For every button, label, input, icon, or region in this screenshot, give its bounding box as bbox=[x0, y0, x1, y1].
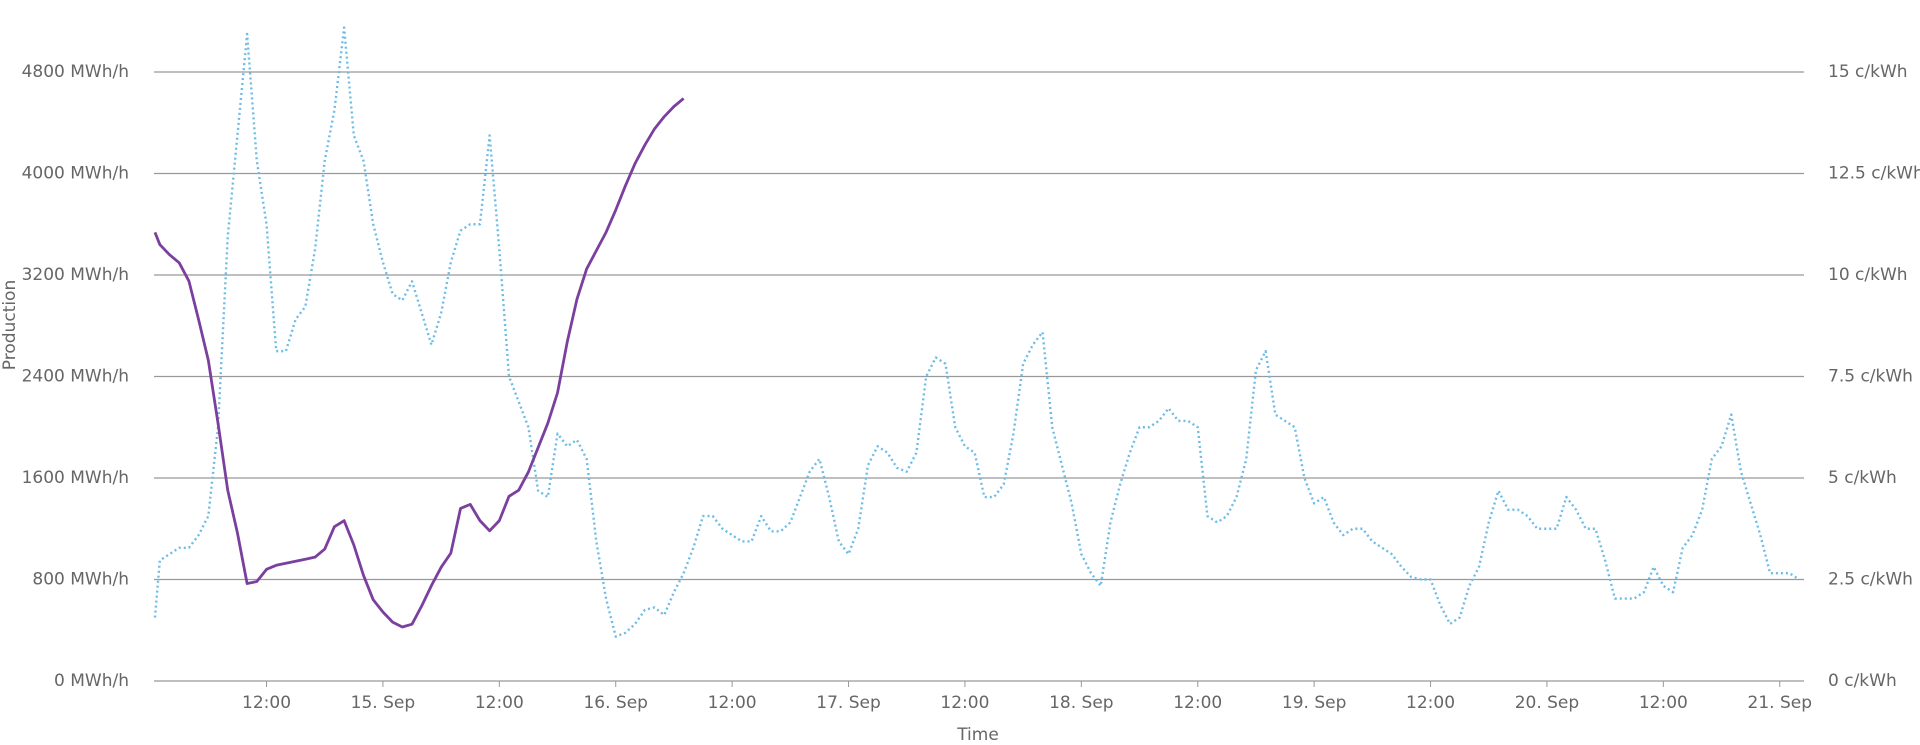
x-tick-label: 12:00 bbox=[1639, 693, 1688, 713]
y2-tick-label: 12.5 c/kWh bbox=[1828, 164, 1920, 184]
x-tick-label: 12:00 bbox=[708, 693, 757, 713]
x-tick-label: 21. Sep bbox=[1748, 693, 1812, 713]
x-tick-label: 12:00 bbox=[1173, 693, 1222, 713]
y-tick-label: 1600 MWh/h bbox=[22, 468, 129, 488]
x-tick-label: 16. Sep bbox=[583, 693, 647, 713]
y2-tick-label: 5 c/kWh bbox=[1828, 468, 1897, 488]
y-tick-label: 3200 MWh/h bbox=[22, 265, 129, 285]
y-tick-label: 2400 MWh/h bbox=[22, 367, 129, 387]
series-line bbox=[153, 26, 1800, 638]
x-tick-label: 12:00 bbox=[940, 693, 989, 713]
x-tick-label: 12:00 bbox=[475, 693, 524, 713]
x-axis-title: Time bbox=[956, 725, 999, 741]
x-tick-label: 20. Sep bbox=[1515, 693, 1579, 713]
y2-tick-label: 2.5 c/kWh bbox=[1828, 570, 1913, 590]
x-tick-label: 19. Sep bbox=[1282, 693, 1346, 713]
series-line bbox=[153, 97, 685, 629]
y-tick-label: 4800 MWh/h bbox=[22, 62, 129, 82]
x-tick-label: 12:00 bbox=[242, 693, 291, 713]
y-tick-label: 800 MWh/h bbox=[32, 570, 129, 590]
x-tick-label: 18. Sep bbox=[1049, 693, 1113, 713]
x-tick-label: 12:00 bbox=[1406, 693, 1455, 713]
y-tick-label: 0 MWh/h bbox=[54, 671, 129, 691]
y2-tick-label: 0 c/kWh bbox=[1828, 671, 1897, 691]
y-tick-label: 4000 MWh/h bbox=[22, 164, 129, 184]
y2-tick-label: 10 c/kWh bbox=[1828, 265, 1908, 285]
x-tick-label: 17. Sep bbox=[816, 693, 880, 713]
x-tick-label: 15. Sep bbox=[351, 693, 415, 713]
y2-tick-label: 7.5 c/kWh bbox=[1828, 367, 1913, 387]
y2-tick-label: 15 c/kWh bbox=[1828, 62, 1908, 82]
y-axis-title: Production bbox=[0, 280, 20, 370]
